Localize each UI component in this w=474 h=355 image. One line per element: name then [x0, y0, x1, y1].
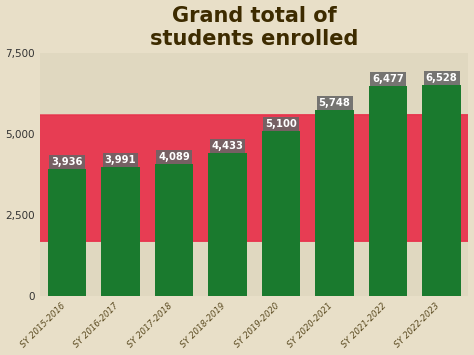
Bar	[422, 84, 461, 296]
Text: 5,748: 5,748	[319, 98, 350, 108]
Bar	[369, 86, 407, 296]
Bar	[101, 167, 140, 296]
Text: 4,433: 4,433	[211, 141, 244, 151]
Text: 6,477: 6,477	[372, 74, 404, 84]
Bar	[155, 164, 193, 296]
Text: 3,991: 3,991	[105, 155, 136, 165]
FancyArrow shape	[0, 115, 474, 241]
Bar	[262, 131, 301, 296]
Text: 3,936: 3,936	[51, 157, 82, 167]
Text: 5,100: 5,100	[265, 119, 297, 129]
Bar	[315, 110, 354, 296]
Text: 4,089: 4,089	[158, 152, 190, 162]
Bar	[47, 169, 86, 296]
Bar	[208, 153, 247, 296]
Text: 6,528: 6,528	[426, 73, 457, 83]
Title: Grand total of
students enrolled: Grand total of students enrolled	[150, 6, 358, 49]
